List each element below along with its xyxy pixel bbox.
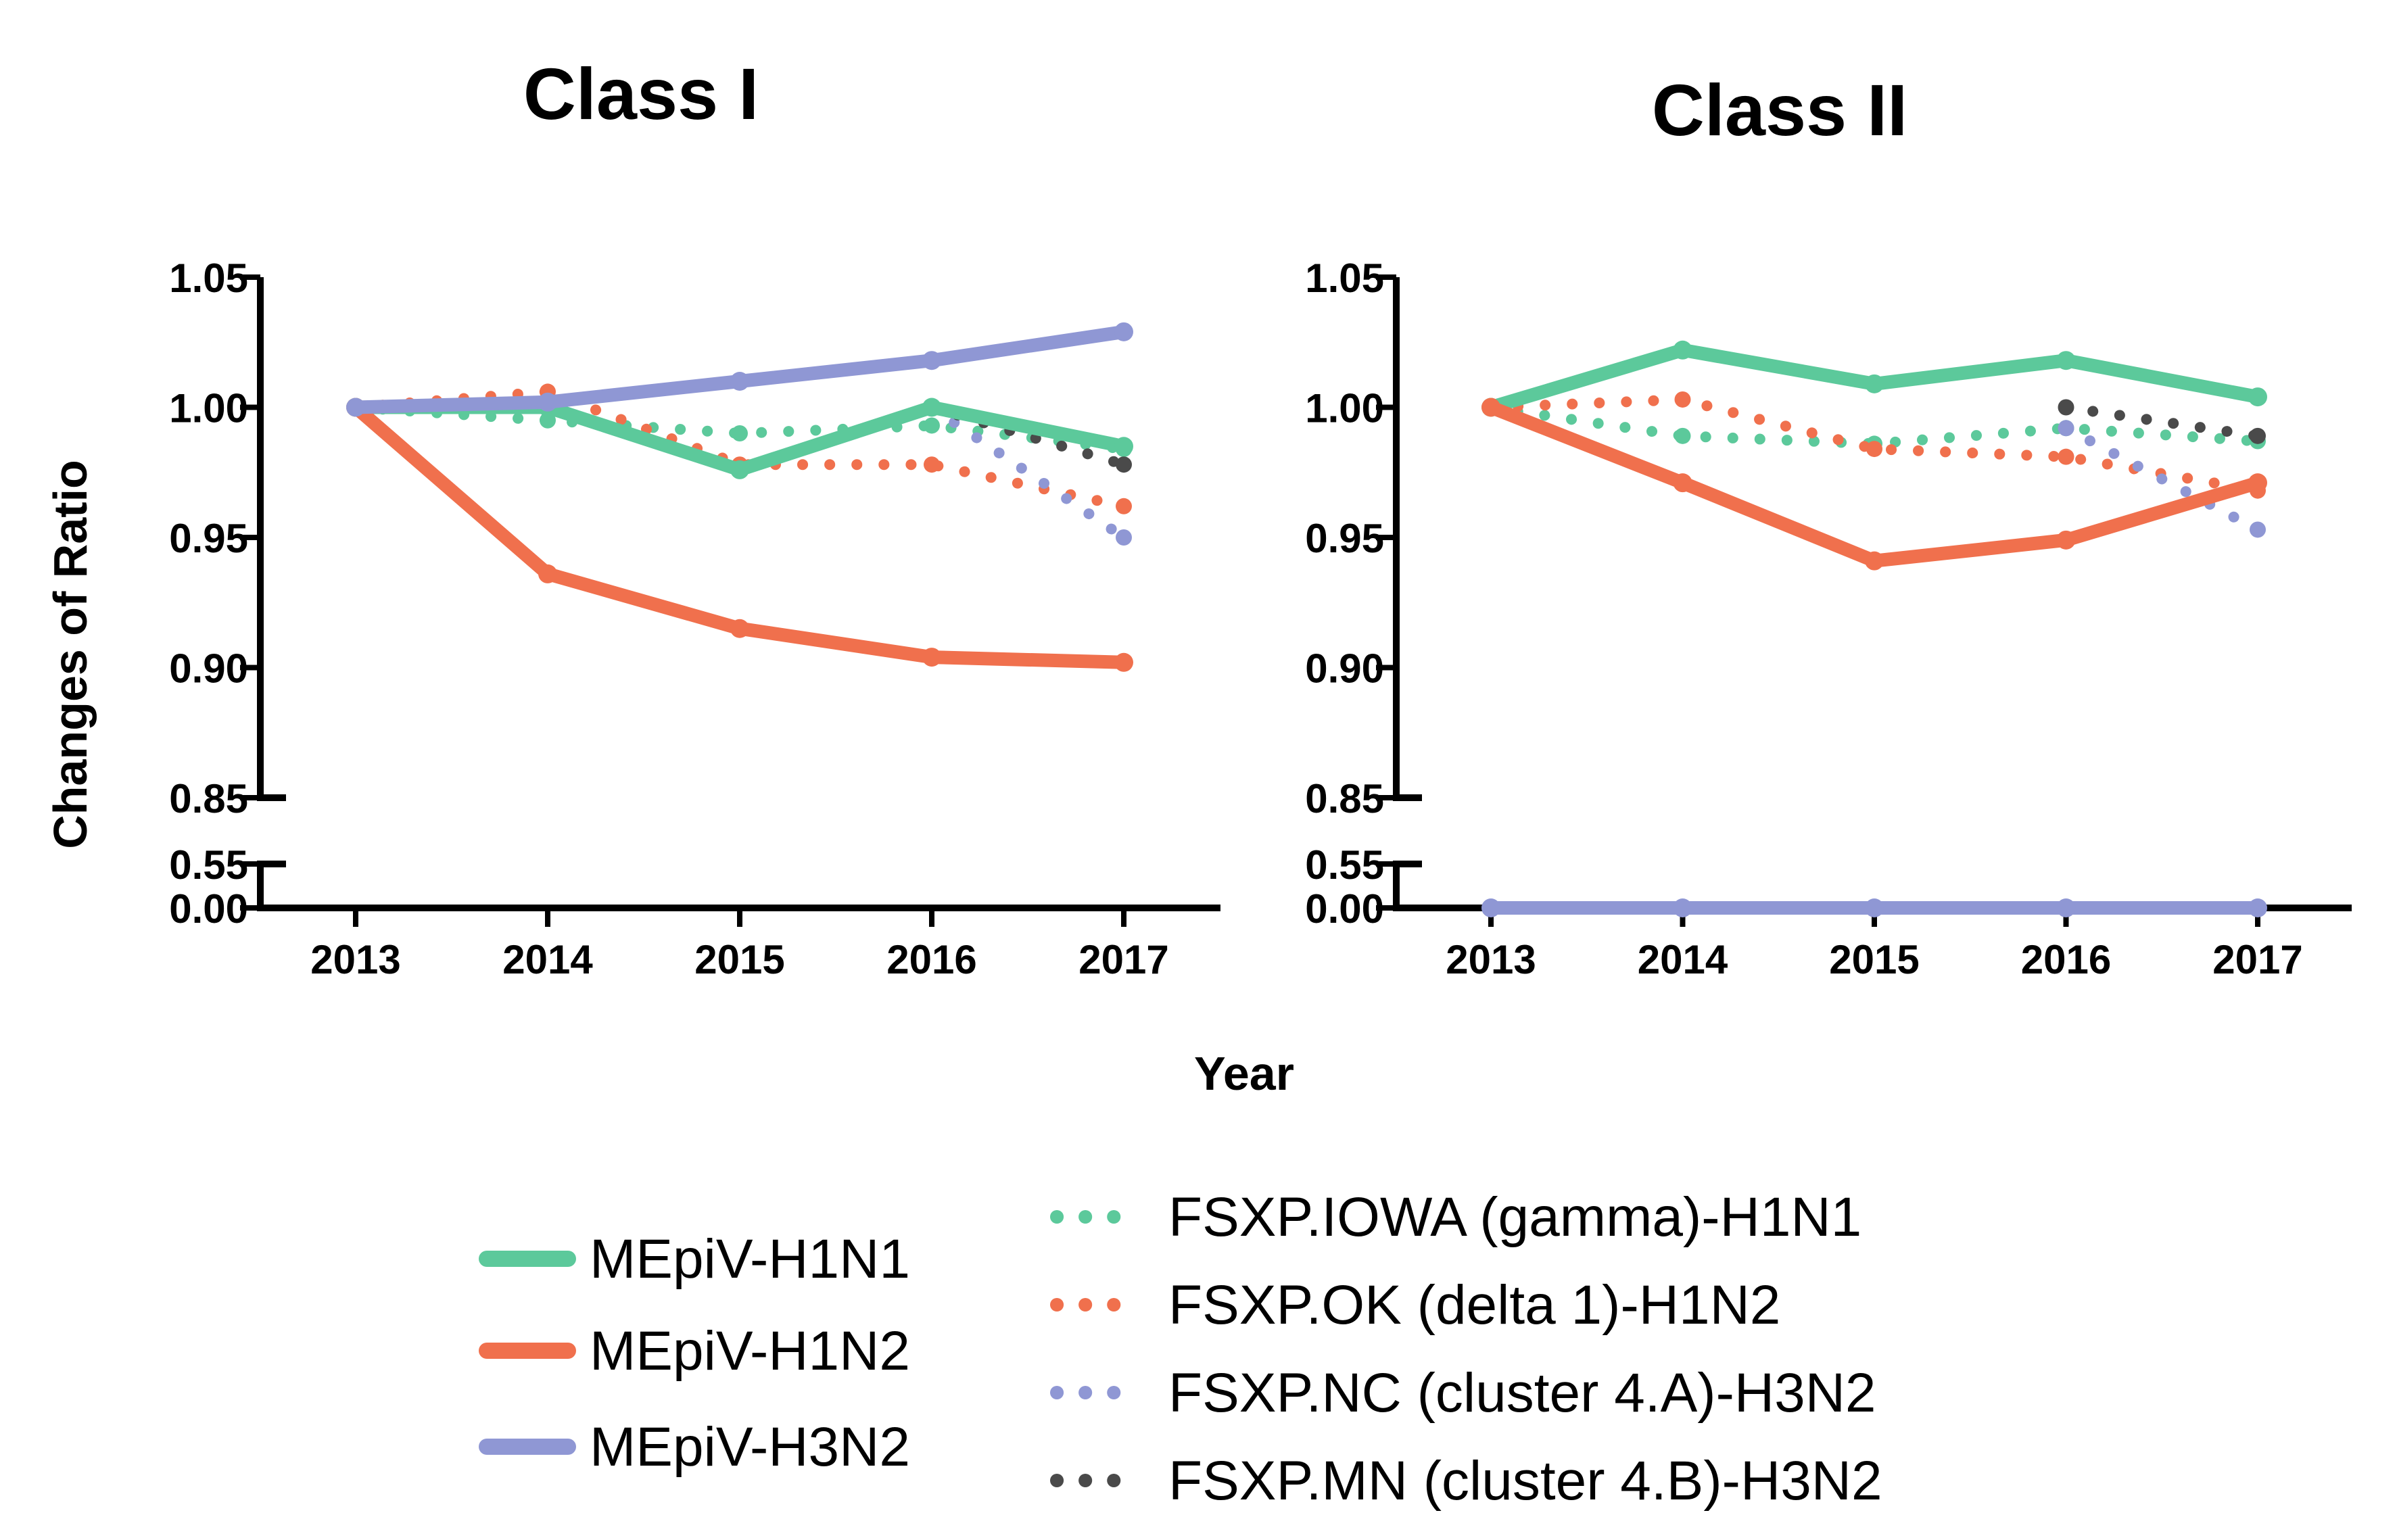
y-tick-label: 1.00 — [169, 386, 248, 431]
data-point-mepiv-h1n2 — [1865, 551, 1884, 571]
data-point-fsxp-ok-delta-1-h1n2 — [2058, 448, 2074, 465]
chart-panel-class-1: 1.05 1.00 0.95 0.90 0.85 0.550.00 2013 2014 2015… — [169, 256, 1220, 982]
series-line-fsxp-mn-cluster-4-b-h3n2 — [926, 402, 1129, 471]
legend-item-fsxp-mn: FSXP.MN (cluster 4.B)-H3N2 — [1050, 1450, 1882, 1512]
y-tick-label: 0.85 — [169, 776, 248, 821]
y-tick-label: 0.00 — [1305, 886, 1384, 932]
data-point-fsxp-ok-delta-1-h1n2 — [1866, 441, 1882, 458]
data-point-fsxp-iowa-gamma-h1n1 — [540, 412, 556, 429]
y-tick-label: 1.00 — [1305, 386, 1384, 431]
data-point-mepiv-h3n2 — [1865, 898, 1884, 917]
data-point-mepiv-h3n2 — [1114, 322, 1133, 341]
series-line-fsxp-ok-delta-1-h1n2 — [350, 386, 1129, 512]
x-tick-label: 2013 — [1446, 937, 1536, 982]
data-point-mepiv-h3n2 — [2056, 898, 2076, 917]
data-point-mepiv-h1n2 — [1114, 652, 1133, 672]
legend-item-fsxp-ok: FSXP.OK (delta 1)-H1N2 — [1050, 1274, 1780, 1336]
data-point-mepiv-h1n1 — [922, 398, 941, 417]
x-tick-label: 2016 — [2021, 937, 2111, 982]
series-line-fsxp-mn-cluster-4-b-h3n2 — [2060, 402, 2263, 441]
data-point-mepiv-h1n2 — [1481, 398, 1500, 417]
series-line-mepiv-h3n2 — [349, 324, 1131, 414]
legend-label-fsxp-nc: FSXP.NC (cluster 4.A)-H3N2 — [1168, 1362, 1876, 1424]
data-point-mepiv-h1n2 — [538, 564, 557, 583]
chart-panel-class-2: 1.05 1.00 0.95 0.90 0.85 0.550.00 2013 2014 2015… — [1305, 256, 2352, 982]
data-point-mepiv-h3n2 — [1481, 898, 1500, 917]
y-tick-label: 0.90 — [1305, 646, 1384, 692]
y-tick-label: 0.95 — [169, 516, 248, 561]
y-tick-label: 0.55 — [169, 842, 248, 888]
y-tick-label: 0.95 — [1305, 516, 1384, 561]
data-point-fsxp-nc-cluster-4-a-h3n2 — [2250, 521, 2266, 538]
data-point-fsxp-iowa-gamma-h1n1 — [732, 425, 748, 441]
y-tick-label: 0.85 — [1305, 776, 1384, 821]
series-line-fsxp-nc-cluster-4-a-h3n2 — [926, 402, 1129, 543]
data-point-mepiv-h1n1 — [1673, 340, 1692, 360]
data-point-fsxp-nc-cluster-4-a-h3n2 — [2058, 420, 2074, 437]
legend-label-mepiv-h3n2: MEpiV-H3N2 — [590, 1416, 910, 1478]
series-line-fsxp-nc-cluster-4-a-h3n2 — [2060, 423, 2263, 535]
series-line-fsxp-ok-delta-1-h1n2 — [1486, 394, 2263, 496]
x-tick-label: 2015 — [1829, 937, 1919, 982]
y-axis-title: Changes of Ratio — [44, 460, 97, 849]
data-point-fsxp-mn-cluster-4-b-h3n2 — [2250, 427, 2266, 444]
data-point-mepiv-h1n1 — [2056, 351, 2076, 370]
data-point-fsxp-iowa-gamma-h1n1 — [924, 417, 940, 434]
data-point-fsxp-iowa-gamma-h1n1 — [1674, 427, 1691, 444]
x-axis-title: Year — [1194, 1047, 1294, 1100]
legend-item-mepiv-h1n1: MEpiV-H1N1 — [479, 1228, 910, 1290]
data-point-mepiv-h3n2 — [346, 398, 365, 417]
y-tick-label: 0.55 — [1305, 842, 1384, 888]
data-point-mepiv-h3n2 — [922, 351, 941, 370]
legend-label-fsxp-iowa: FSXP.IOWA (gamma)-H1N1 — [1168, 1186, 1861, 1248]
data-point-mepiv-h3n2 — [2248, 898, 2267, 917]
legend-label-mepiv-h1n1: MEpiV-H1N1 — [590, 1228, 910, 1290]
x-tick-label: 2013 — [310, 937, 400, 982]
legend-item-mepiv-h1n2: MEpiV-H1N2 — [479, 1320, 910, 1382]
legend-item-fsxp-nc: FSXP.NC (cluster 4.A)-H3N2 — [1050, 1362, 1876, 1424]
data-point-fsxp-nc-cluster-4-a-h3n2 — [1116, 529, 1132, 546]
data-point-fsxp-ok-delta-1-h1n2 — [924, 456, 940, 473]
x-tick-label: 2017 — [2212, 937, 2302, 982]
y-tick-label: 0.00 — [169, 886, 248, 932]
data-point-mepiv-h1n1 — [1114, 437, 1133, 456]
legend-label-mepiv-h1n2: MEpiV-H1N2 — [590, 1320, 910, 1382]
x-tick-label: 2017 — [1078, 937, 1168, 982]
data-point-mepiv-h3n2 — [538, 392, 557, 412]
legend-label-fsxp-ok: FSXP.OK (delta 1)-H1N2 — [1168, 1274, 1780, 1336]
x-tick-label: 2015 — [694, 937, 784, 982]
legend-item-mepiv-h3n2: MEpiV-H3N2 — [479, 1416, 910, 1478]
data-point-mepiv-h3n2 — [730, 372, 749, 391]
data-point-fsxp-mn-cluster-4-b-h3n2 — [1116, 456, 1132, 473]
x-tick-label: 2016 — [886, 937, 976, 982]
y-tick-label: 0.90 — [169, 646, 248, 692]
data-point-fsxp-ok-delta-1-h1n2 — [1116, 498, 1132, 514]
x-tick-label: 2014 — [502, 937, 593, 982]
data-point-mepiv-h1n1 — [730, 460, 749, 479]
legend: MEpiV-H1N1 MEpiV-H1N2 MEpiV-H3N2 FSXP.IO… — [479, 1186, 1882, 1512]
data-point-mepiv-h1n2 — [922, 648, 941, 667]
data-point-mepiv-h3n2 — [1673, 898, 1692, 917]
x-tick-label: 2014 — [1638, 937, 1728, 982]
data-point-fsxp-mn-cluster-4-b-h3n2 — [2058, 399, 2074, 416]
legend-item-fsxp-iowa: FSXP.IOWA (gamma)-H1N1 — [1050, 1186, 1861, 1248]
data-point-mepiv-h1n2 — [730, 619, 749, 638]
data-point-mepiv-h1n2 — [2248, 473, 2267, 493]
data-point-mepiv-h1n1 — [1865, 374, 1884, 393]
data-point-fsxp-ok-delta-1-h1n2 — [1674, 391, 1691, 408]
legend-label-fsxp-mn: FSXP.MN (cluster 4.B)-H3N2 — [1168, 1450, 1882, 1512]
data-point-mepiv-h1n2 — [2056, 530, 2076, 550]
panel-title-class-1: Class I — [523, 53, 759, 135]
data-point-mepiv-h1n1 — [2248, 387, 2267, 407]
y-tick-label: 1.05 — [1305, 256, 1384, 301]
y-tick-label: 1.05 — [169, 256, 248, 301]
panel-title-class-2: Class II — [1652, 69, 1907, 151]
data-point-mepiv-h1n2 — [1673, 473, 1692, 493]
